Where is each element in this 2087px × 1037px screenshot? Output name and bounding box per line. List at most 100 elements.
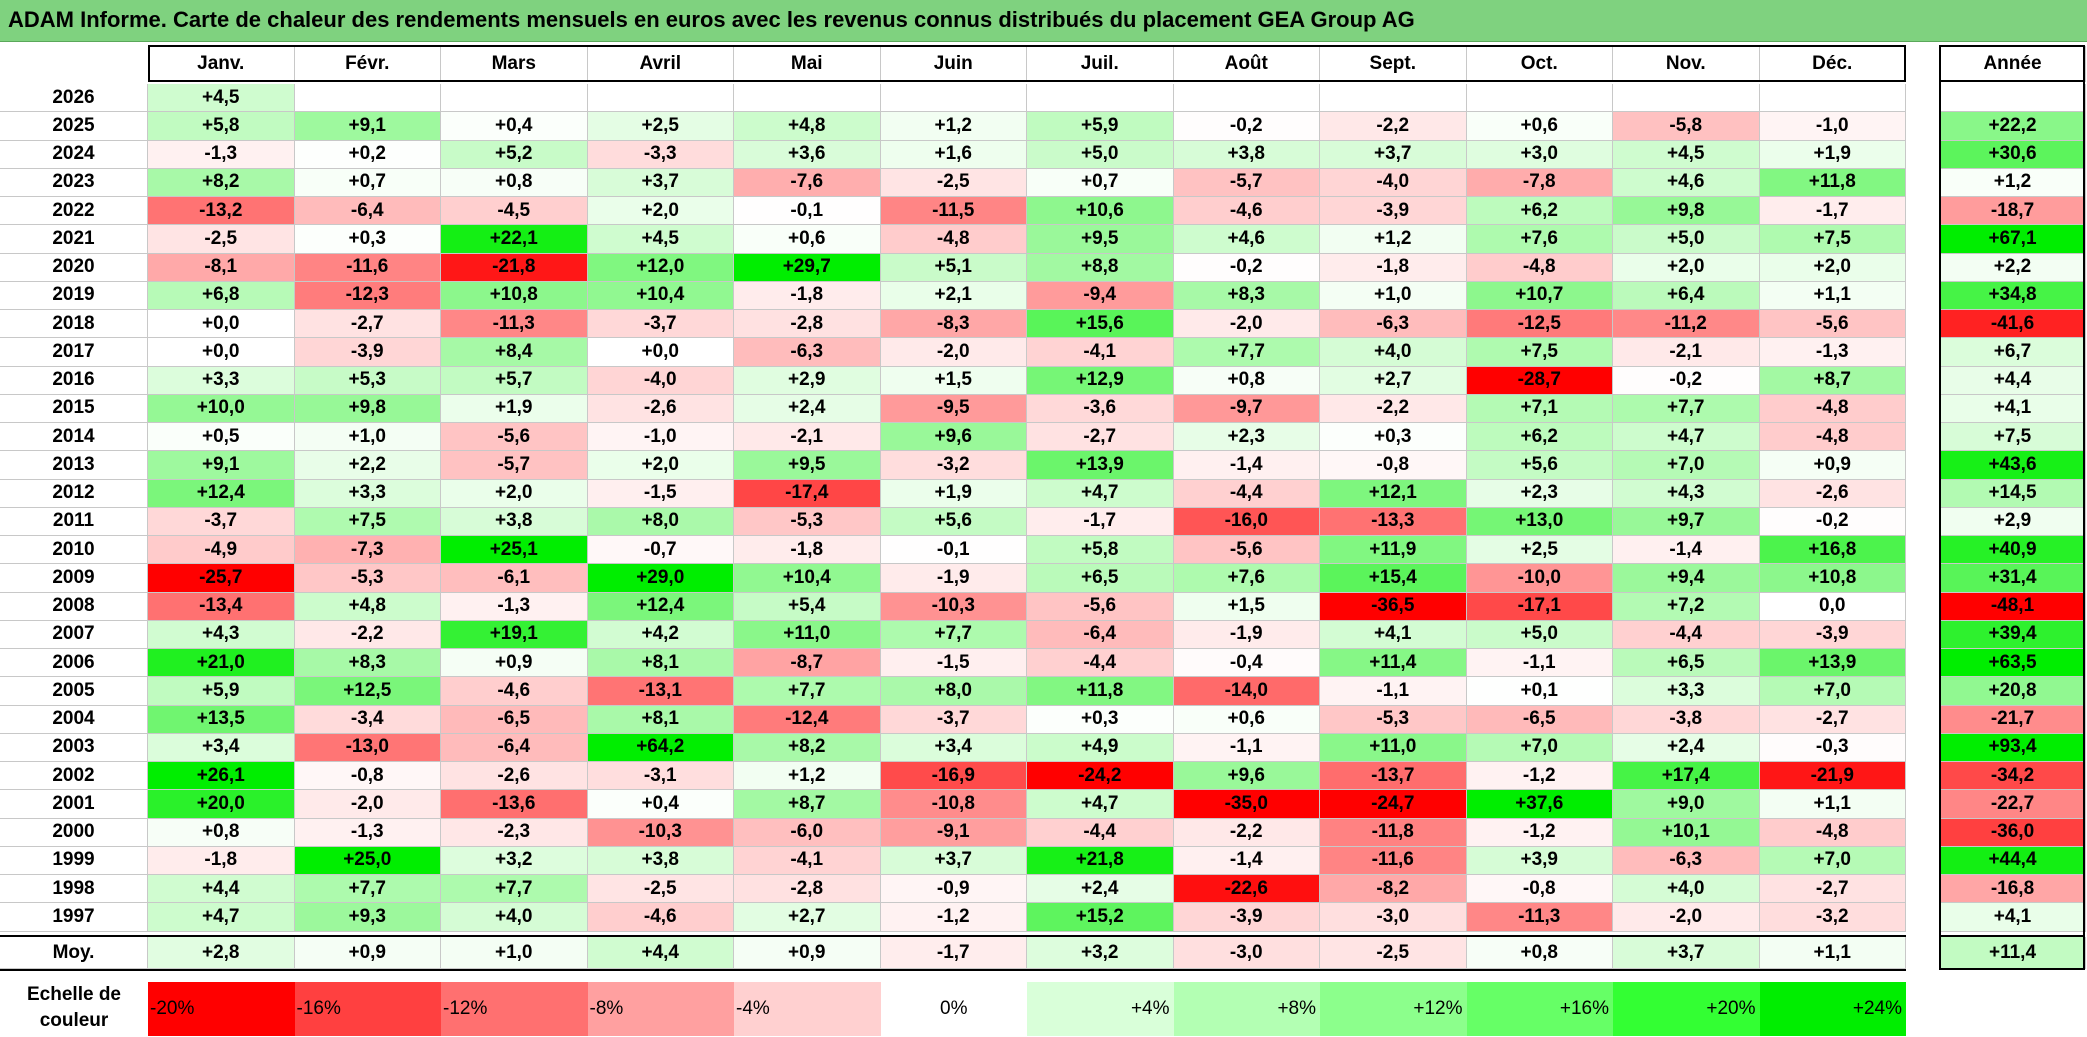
heatmap-cell: +8,0 bbox=[880, 677, 1027, 706]
heatmap-cell: +0,3 bbox=[1027, 705, 1174, 734]
heatmap-cell: +5,7 bbox=[441, 366, 588, 395]
heatmap-cell: -3,8 bbox=[1613, 705, 1760, 734]
heatmap-cell: -8,7 bbox=[734, 649, 881, 678]
average-separator-top bbox=[0, 935, 1906, 937]
average-cell: +0,9 bbox=[294, 937, 441, 969]
heatmap-cell: +29,7 bbox=[734, 253, 881, 282]
heatmap-cell bbox=[1173, 84, 1320, 113]
heatmap-cell: +9,5 bbox=[734, 451, 881, 480]
year-label: 2014 bbox=[0, 423, 148, 452]
heatmap-cell bbox=[1466, 84, 1613, 113]
heatmap-cell: -1,5 bbox=[880, 649, 1027, 678]
heatmap-cell: -2,1 bbox=[1613, 338, 1760, 367]
heatmap-cell: -2,6 bbox=[441, 762, 588, 791]
heatmap-cell: -2,2 bbox=[1320, 112, 1467, 141]
heatmap-cell: -11,3 bbox=[441, 310, 588, 339]
heatmap-cell: -4,4 bbox=[1027, 818, 1174, 847]
heatmap-cell: +13,5 bbox=[148, 705, 295, 734]
heatmap-cell: -0,1 bbox=[734, 197, 881, 226]
column-header: Févr. bbox=[294, 46, 441, 82]
heatmap-cell: -12,4 bbox=[734, 705, 881, 734]
heatmap-cell: +0,6 bbox=[1173, 705, 1320, 734]
heatmap-cell: +8,7 bbox=[734, 790, 881, 819]
heatmap-cell: +9,6 bbox=[1173, 762, 1320, 791]
heatmap-cell: -36,5 bbox=[1320, 592, 1467, 621]
heatmap-cell: +7,0 bbox=[1759, 846, 1906, 875]
heatmap-cell: +3,7 bbox=[1320, 140, 1467, 169]
heatmap-cell: +0,0 bbox=[148, 338, 295, 367]
heatmap-cell bbox=[1320, 84, 1467, 113]
heatmap-cell: +0,0 bbox=[587, 338, 734, 367]
year-label: 2026 bbox=[0, 84, 148, 113]
heatmap-cell: -2,5 bbox=[148, 225, 295, 254]
heatmap-cell: +5,1 bbox=[880, 253, 1027, 282]
heatmap-cell: -3,9 bbox=[1759, 620, 1906, 649]
heatmap-cell: +2,0 bbox=[441, 479, 588, 508]
heatmap-cell: +5,9 bbox=[148, 677, 295, 706]
heatmap-cell: +0,9 bbox=[441, 649, 588, 678]
heatmap-cell: -13,3 bbox=[1320, 507, 1467, 536]
heatmap-cell: -0,8 bbox=[1320, 451, 1467, 480]
heatmap-cell: +13,0 bbox=[1466, 507, 1613, 536]
heatmap-cell: +7,5 bbox=[294, 507, 441, 536]
column-header: Déc. bbox=[1759, 46, 1906, 82]
heatmap-cell: +6,5 bbox=[1027, 564, 1174, 593]
heatmap-cell: +20,0 bbox=[148, 790, 295, 819]
heatmap-cell: +0,5 bbox=[148, 423, 295, 452]
heatmap-cell: -2,2 bbox=[1173, 818, 1320, 847]
heatmap-cell: +0,3 bbox=[294, 225, 441, 254]
heatmap-cell: +1,9 bbox=[441, 394, 588, 423]
heatmap-cell: -1,7 bbox=[1759, 197, 1906, 226]
year-label: 2024 bbox=[0, 140, 148, 169]
heatmap-cell: +8,7 bbox=[1759, 366, 1906, 395]
heatmap-cell: +4,8 bbox=[734, 112, 881, 141]
heatmap-cell: -6,4 bbox=[1027, 620, 1174, 649]
heatmap-cell bbox=[441, 84, 588, 113]
heatmap-cell: -4,6 bbox=[441, 677, 588, 706]
annual-cell: +2,2 bbox=[1940, 253, 2086, 282]
heatmap-cell: +0,2 bbox=[294, 140, 441, 169]
column-header: Mars bbox=[441, 46, 588, 82]
heatmap-cell bbox=[1759, 84, 1906, 113]
heatmap-cell: -4,5 bbox=[441, 197, 588, 226]
heatmap-cell: +5,0 bbox=[1027, 140, 1174, 169]
heatmap-cell: -0,2 bbox=[1173, 253, 1320, 282]
heatmap-cell: +12,1 bbox=[1320, 479, 1467, 508]
heatmap-cell: +0,4 bbox=[587, 790, 734, 819]
heatmap-cell: -6,4 bbox=[294, 197, 441, 226]
year-label: 2003 bbox=[0, 733, 148, 762]
heatmap-cell: -3,9 bbox=[294, 338, 441, 367]
heatmap-cell: -4,8 bbox=[880, 225, 1027, 254]
annual-cell: +67,1 bbox=[1940, 225, 2086, 254]
heatmap-cell: +7,6 bbox=[1173, 564, 1320, 593]
color-scale-label: Echelle de couleur bbox=[0, 980, 148, 1036]
heatmap-cell: -4,4 bbox=[1613, 620, 1760, 649]
heatmap-cell: -1,0 bbox=[587, 423, 734, 452]
heatmap-cell: +2,3 bbox=[1466, 479, 1613, 508]
year-label: 2009 bbox=[0, 564, 148, 593]
heatmap-cell: -14,0 bbox=[1173, 677, 1320, 706]
heatmap-cell: -4,8 bbox=[1759, 818, 1906, 847]
heatmap-cell: -2,5 bbox=[587, 875, 734, 904]
heatmap-cell: -13,7 bbox=[1320, 762, 1467, 791]
heatmap-cell: -1,2 bbox=[1466, 762, 1613, 791]
heatmap-cell: -5,6 bbox=[1173, 536, 1320, 565]
average-cell: +1,0 bbox=[441, 937, 588, 969]
heatmap-cell: -5,7 bbox=[441, 451, 588, 480]
average-cell: -2,5 bbox=[1320, 937, 1467, 969]
heatmap-cell: -3,3 bbox=[587, 140, 734, 169]
heatmap-cell: +2,0 bbox=[587, 451, 734, 480]
heatmap-cell: +0,8 bbox=[1173, 366, 1320, 395]
heatmap-cell: -1,2 bbox=[880, 903, 1027, 932]
heatmap-cell: +7,7 bbox=[880, 620, 1027, 649]
annual-column-header: Année bbox=[1940, 46, 2086, 82]
heatmap-cell: -10,3 bbox=[587, 818, 734, 847]
heatmap-cell: -24,2 bbox=[1027, 762, 1174, 791]
annual-average-separator bbox=[1939, 935, 2085, 937]
average-cell: +1,1 bbox=[1759, 937, 1906, 969]
heatmap-cell: +8,1 bbox=[587, 705, 734, 734]
heatmap-cell: +11,0 bbox=[1320, 733, 1467, 762]
heatmap-cell: -3,2 bbox=[880, 451, 1027, 480]
heatmap-cell: -5,3 bbox=[734, 507, 881, 536]
